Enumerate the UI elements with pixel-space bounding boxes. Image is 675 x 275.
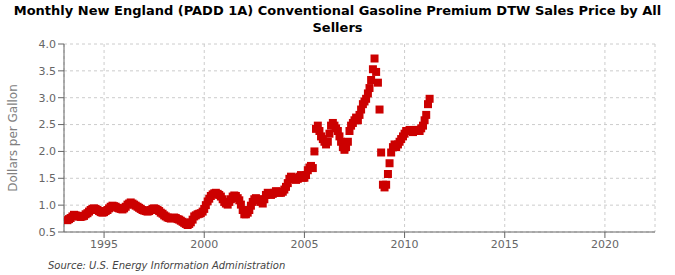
svg-text:0.5: 0.5	[39, 226, 57, 239]
svg-text:2.5: 2.5	[39, 118, 57, 131]
svg-text:3.5: 3.5	[39, 65, 57, 78]
svg-text:3.0: 3.0	[39, 92, 57, 105]
svg-text:4.0: 4.0	[39, 38, 57, 51]
svg-text:2020: 2020	[591, 238, 619, 251]
svg-text:1995: 1995	[90, 238, 118, 251]
svg-text:1.0: 1.0	[39, 199, 57, 212]
svg-text:2010: 2010	[391, 238, 419, 251]
svg-text:1.5: 1.5	[39, 172, 57, 185]
svg-text:2000: 2000	[190, 238, 218, 251]
svg-text:2005: 2005	[290, 238, 318, 251]
html-text:Monthly New England (PADD 1A): Monthly New England (PADD 1A) Convention…	[13, 3, 662, 18]
svg-text:Dollars per Gallon: Dollars per Gallon	[6, 84, 20, 192]
html-text:Sellers: Sellers	[312, 20, 363, 35]
html-text:Source: U.S. Energy Informatio: Source: U.S. Energy Information Administ…	[48, 260, 286, 271]
svg-text:2.0: 2.0	[39, 145, 57, 158]
svg-text:2015: 2015	[491, 238, 519, 251]
